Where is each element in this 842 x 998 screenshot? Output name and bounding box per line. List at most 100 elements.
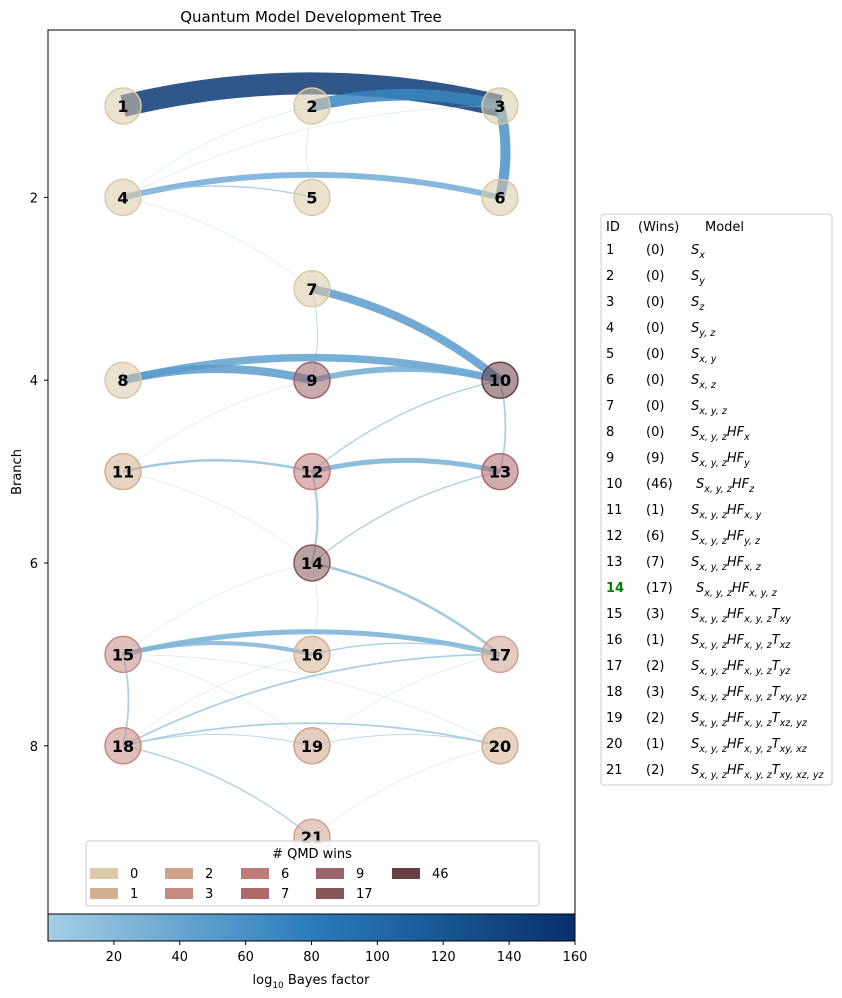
row-wins: (1) [646, 633, 664, 648]
legend-title: # QMD wins [272, 847, 352, 862]
legend-label: 9 [356, 867, 364, 882]
row-wins: (46) [646, 477, 673, 492]
node-7: 7 [293, 270, 331, 308]
table-row-19: 19 (2) Sx, y, zHFx, y, zTxz, yz [606, 711, 808, 729]
row-model: Sx, z [691, 373, 717, 391]
node-12: 12 [293, 452, 331, 491]
row-id: 18 [606, 685, 623, 700]
row-model: Sx, y, zHFx [691, 425, 750, 443]
legend-label: 0 [130, 867, 138, 882]
row-id: 5 [606, 347, 614, 362]
legend-label: 3 [205, 887, 213, 902]
row-wins: (9) [646, 451, 664, 466]
node-label: 3 [494, 97, 505, 116]
node-16: 16 [293, 635, 331, 674]
table-row-10: 10 (46) Sx, y, zHFz [606, 477, 755, 495]
edge-15-20 [122, 654, 501, 746]
colorbar-tick-label: 140 [497, 950, 522, 965]
table-row-5: 5 (0) Sx, y [606, 347, 717, 365]
table-row-2: 2 (0) Sy [606, 269, 705, 287]
colorbar-tick-label: 20 [106, 950, 123, 965]
y-tick-label: 2 [30, 191, 38, 206]
colorbar-tick-label: 120 [431, 950, 456, 965]
table-header-wins: (Wins) [638, 220, 679, 235]
table-row-16: 16 (1) Sx, y, zHFx, y, zTxz [606, 633, 791, 651]
colorbar-gradient [47, 913, 576, 942]
table-row-15: 15 (3) Sx, y, zHFx, y, zTxy [606, 607, 791, 625]
row-model: Sx, y, zHFy [691, 451, 750, 469]
row-wins: (7) [646, 555, 664, 570]
node-label: 19 [301, 737, 323, 756]
y-tick-label: 4 [30, 374, 38, 389]
node-17: 17 [481, 635, 519, 674]
row-id: 15 [606, 607, 623, 622]
node-label: 5 [306, 188, 317, 207]
node-5: 5 [293, 178, 331, 217]
colorbar-tick-label: 60 [237, 950, 254, 965]
row-model: Sy, z [691, 321, 716, 339]
edge-16-18 [122, 654, 313, 746]
node-13: 13 [481, 452, 519, 491]
node-1: 1 [104, 87, 142, 125]
row-model: Sz [691, 295, 705, 313]
table-row-4: 4 (0) Sy, z [606, 321, 716, 339]
edge-11-12 [122, 459, 313, 473]
node-20: 20 [481, 727, 519, 765]
node-label: 18 [112, 737, 134, 756]
row-wins: (0) [646, 347, 664, 362]
edge-4-5 [122, 185, 313, 199]
model-table-frame [600, 213, 833, 786]
table-row-3: 3 (0) Sz [606, 295, 705, 313]
row-model: Sx, y, zHFx, y, zTxy, xz [691, 737, 808, 755]
colorbar-tick-label: 160 [563, 950, 588, 965]
row-model: Sx, y, zHFx, y, zTxz [691, 633, 791, 651]
node-circle [481, 361, 519, 399]
row-wins: (0) [646, 269, 664, 284]
edge-15-19 [122, 654, 313, 746]
node-circle [293, 87, 331, 125]
y-axis-ticks: 2 4 6 8 [30, 191, 48, 755]
row-id: 6 [606, 373, 614, 388]
edge-2-3 [310, 88, 502, 112]
row-id: 1 [606, 243, 614, 258]
node-circle [293, 361, 331, 399]
table-row-21: 21 (2) Sx, y, zHFx, y, zTxy, xz, yz [606, 763, 824, 781]
edge-11-14 [122, 471, 313, 564]
node-circle [293, 270, 331, 308]
node-14: 14 [293, 544, 331, 582]
node-18: 18 [104, 727, 142, 765]
legend-swatch [241, 868, 269, 879]
row-id: 10 [606, 477, 623, 492]
node-circle [481, 178, 519, 217]
node-label: 2 [306, 97, 317, 116]
node-circle [481, 635, 519, 674]
node-circle [481, 727, 519, 765]
table-row-6: 6 (0) Sx, z [606, 373, 717, 391]
row-model: Sx, y, zHFx, y [691, 503, 762, 521]
row-id: 19 [606, 711, 623, 726]
legend-frame [85, 840, 540, 907]
row-wins: (0) [646, 321, 664, 336]
edge-17-19 [311, 654, 501, 746]
node-circle [293, 635, 331, 674]
table-row-20: 20 (1) Sx, y, zHFx, y, zTxy, xz [606, 737, 808, 755]
row-model: Sy [691, 269, 705, 287]
edge-14-15 [122, 562, 313, 655]
legend-label: 2 [205, 867, 213, 882]
row-id: 21 [606, 763, 623, 778]
legend-swatch [90, 888, 118, 899]
row-model: Sx, y, zHFx, z [691, 555, 762, 573]
row-model: Sx, y, z [691, 399, 728, 417]
legend-swatch [165, 868, 193, 879]
model-id-table: ID (Wins) Model 1 (0) Sx 2 (0) Sy 3 (0) Sz 4 (0) Sy… [600, 213, 833, 786]
row-wins: (6) [646, 529, 664, 544]
table-row-14: 14 (17) Sx, y, zHFx, y, z [606, 581, 778, 599]
row-wins: (1) [646, 503, 664, 518]
node-4: 4 [104, 178, 142, 217]
colorbar-label-prefix: log [253, 973, 273, 988]
node-label: 1 [117, 97, 128, 116]
edge-18-21 [122, 745, 313, 838]
row-wins: (0) [646, 243, 664, 258]
row-wins: (2) [646, 711, 664, 726]
